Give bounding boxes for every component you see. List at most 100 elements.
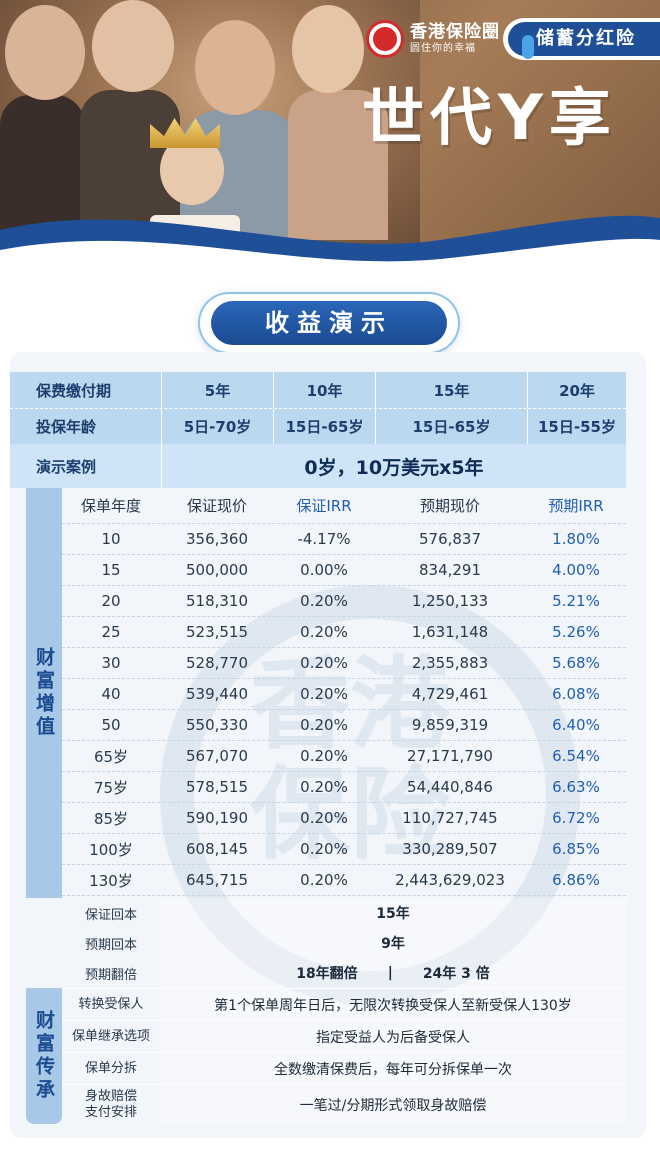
logo-seal-icon bbox=[366, 20, 404, 58]
cell-projected-cv: 834,291 bbox=[418, 561, 482, 579]
brand-logo: 香港保险圈 圆住你的幸福 bbox=[366, 20, 500, 58]
summary-projected-breakeven: 预期回本 9年 bbox=[62, 928, 626, 958]
term-age: 15日-65岁 bbox=[376, 409, 528, 444]
hero-wave-divider bbox=[0, 215, 660, 270]
cell-guaranteed-cv: 539,440 bbox=[185, 685, 249, 703]
transfer-change-insured: 转换受保人 第1个保单周年日后，无限次转换受保人至新受保人130岁 bbox=[62, 988, 626, 1020]
cell-projected-cv: 2,355,883 bbox=[411, 654, 489, 672]
payment-period-row: 保费缴付期 5年 10年 15年 20年 bbox=[10, 372, 626, 408]
cell-projected-irr: 6.72% bbox=[552, 809, 600, 827]
table-header-row: 保单年度 保证现价 保证IRR 预期现价 预期IRR bbox=[62, 488, 626, 524]
doubling-separator: | bbox=[387, 965, 393, 981]
summary-label: 预期回本 bbox=[84, 937, 137, 953]
summary-value: 18年翻倍 | 24年 3 倍 bbox=[160, 958, 626, 988]
transfer-death-benefit-payout: 身故赔偿 支付安排 一笔过/分期形式领取身故赔偿 bbox=[62, 1084, 626, 1124]
transfer-label-line: 支付安排 bbox=[84, 1104, 137, 1120]
table-row: 130岁 645,715 0.20% 2,443,629,023 6.86% bbox=[62, 865, 626, 896]
cell-projected-cv: 27,171,790 bbox=[407, 747, 493, 765]
cell-projected-cv: 330,289,507 bbox=[402, 840, 498, 858]
cell-guaranteed-irr: 0.20% bbox=[300, 623, 348, 641]
cell-projected-cv: 1,631,148 bbox=[411, 623, 489, 641]
cell-guaranteed-irr: 0.20% bbox=[300, 592, 348, 610]
transfer-label: 保单继承选项 bbox=[71, 1028, 150, 1044]
cell-guaranteed-cv: 608,145 bbox=[185, 840, 249, 858]
cell-guaranteed-irr: 0.20% bbox=[300, 840, 348, 858]
cell-guaranteed-cv: 523,515 bbox=[185, 623, 249, 641]
header-projected-cv: 预期现价 bbox=[419, 497, 480, 515]
cell-projected-irr: 5.68% bbox=[552, 654, 600, 672]
category-wealth-growth-label: 财富增值 bbox=[33, 647, 55, 739]
section-title: 收益演示 bbox=[211, 301, 447, 345]
term-age: 15日-65岁 bbox=[274, 409, 376, 444]
payment-period-label: 保费缴付期 bbox=[10, 372, 162, 408]
demo-case-value: 0岁，10万美元x5年 bbox=[304, 456, 484, 479]
cell-projected-cv: 1,250,133 bbox=[411, 592, 489, 610]
cell-projected-irr: 6.08% bbox=[552, 685, 600, 703]
cell-policy-year: 10 bbox=[101, 530, 121, 548]
cell-guaranteed-cv: 567,070 bbox=[185, 747, 249, 765]
transfer-value: 全数缴清保费后，每年可分拆保单一次 bbox=[160, 1053, 626, 1084]
cell-guaranteed-irr: 0.20% bbox=[300, 716, 348, 734]
cell-projected-cv: 2,443,629,023 bbox=[395, 871, 505, 889]
table-row: 25 523,515 0.20% 1,631,148 5.26% bbox=[62, 617, 626, 648]
term-age: 15日-55岁 bbox=[538, 418, 616, 436]
cell-guaranteed-cv: 518,310 bbox=[185, 592, 249, 610]
cell-policy-year: 20 bbox=[101, 592, 121, 610]
logo-subtitle: 圆住你的幸福 bbox=[410, 43, 476, 54]
family-photo bbox=[0, 0, 420, 260]
header-policy-year: 保单年度 bbox=[80, 497, 141, 515]
table-row: 15 500,000 0.00% 834,291 4.00% bbox=[62, 555, 626, 586]
transfer-value: 一笔过/分期形式领取身故赔偿 bbox=[160, 1085, 626, 1124]
cell-projected-irr: 4.00% bbox=[552, 561, 600, 579]
cell-guaranteed-cv: 578,515 bbox=[185, 778, 249, 796]
cell-projected-irr: 6.86% bbox=[552, 871, 600, 889]
cell-guaranteed-cv: 550,330 bbox=[185, 716, 249, 734]
table-row: 50 550,330 0.20% 9,859,319 6.40% bbox=[62, 710, 626, 741]
cell-guaranteed-irr: 0.00% bbox=[300, 561, 348, 579]
transfer-value: 指定受益人为后备受保人 bbox=[160, 1021, 626, 1052]
cell-policy-year: 65岁 bbox=[93, 747, 129, 766]
cell-policy-year: 100岁 bbox=[89, 840, 133, 859]
cell-projected-irr: 6.40% bbox=[552, 716, 600, 734]
cell-guaranteed-cv: 590,190 bbox=[185, 809, 249, 827]
cell-policy-year: 50 bbox=[101, 716, 121, 734]
cell-projected-irr: 6.63% bbox=[552, 778, 600, 796]
cell-policy-year: 25 bbox=[101, 623, 121, 641]
cell-policy-year: 85岁 bbox=[93, 809, 129, 828]
summary-label: 预期翻倍 bbox=[84, 967, 137, 983]
cell-projected-irr: 1.80% bbox=[552, 530, 600, 548]
demo-case-label: 演示案例 bbox=[10, 444, 162, 488]
cell-projected-irr: 6.85% bbox=[552, 840, 600, 858]
cell-policy-year: 40 bbox=[101, 685, 121, 703]
product-name-title: 世代Y享 bbox=[362, 81, 617, 154]
term-age: 5日-70岁 bbox=[162, 409, 274, 444]
category-wealth-transfer-label: 财富传承 bbox=[33, 1010, 55, 1102]
cell-policy-year: 15 bbox=[101, 561, 121, 579]
cell-policy-year: 75岁 bbox=[93, 778, 129, 797]
table-row: 100岁 608,145 0.20% 330,289,507 6.85% bbox=[62, 834, 626, 865]
table-row: 20 518,310 0.20% 1,250,133 5.21% bbox=[62, 586, 626, 617]
cell-guaranteed-cv: 645,715 bbox=[185, 871, 249, 889]
term-period: 15年 bbox=[376, 372, 528, 408]
cell-guaranteed-irr: 0.20% bbox=[300, 685, 348, 703]
issue-age-label: 投保年龄 bbox=[10, 409, 162, 444]
category-wealth-transfer: 财富传承 bbox=[26, 988, 62, 1124]
hero-banner: 香港保险圈 圆住你的幸福 储蓄分红险 世代Y享 bbox=[0, 0, 660, 270]
summary-value: 9年 bbox=[160, 928, 626, 958]
cell-guaranteed-cv: 356,360 bbox=[185, 530, 249, 548]
header-projected-irr: 预期IRR bbox=[548, 497, 604, 515]
cell-projected-cv: 110,727,745 bbox=[402, 809, 498, 827]
transfer-label: 保单分拆 bbox=[84, 1060, 137, 1076]
transfer-label: 身故赔偿 支付安排 bbox=[62, 1089, 160, 1121]
tripling-value: 24年 3 倍 bbox=[422, 966, 490, 982]
cell-guaranteed-irr: 0.20% bbox=[300, 654, 348, 672]
table-row: 85岁 590,190 0.20% 110,727,745 6.72% bbox=[62, 803, 626, 834]
header-guaranteed-irr: 保证IRR bbox=[296, 497, 352, 515]
cell-projected-irr: 5.26% bbox=[552, 623, 600, 641]
cell-policy-year: 130岁 bbox=[89, 871, 133, 890]
summary-value: 15年 bbox=[160, 898, 626, 928]
term-period: 5年 bbox=[162, 372, 274, 408]
cell-guaranteed-irr: 0.20% bbox=[300, 871, 348, 889]
demo-case-row: 演示案例 0岁，10万美元x5年 bbox=[10, 444, 626, 488]
product-type-label: 储蓄分红险 bbox=[508, 22, 660, 59]
